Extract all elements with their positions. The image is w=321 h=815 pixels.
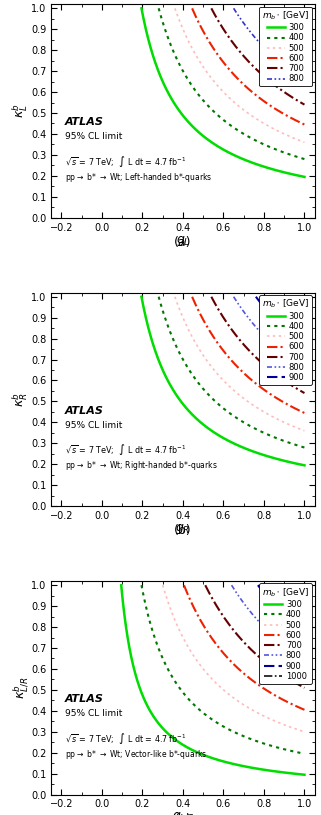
Text: (a): (a) bbox=[174, 236, 192, 249]
Legend: 300, 400, 500, 600, 700, 800, 900: 300, 400, 500, 600, 700, 800, 900 bbox=[259, 295, 312, 385]
Text: ATLAS: ATLAS bbox=[65, 117, 103, 127]
Text: ATLAS: ATLAS bbox=[65, 406, 103, 416]
Y-axis label: $\kappa_{L/R}^b$: $\kappa_{L/R}^b$ bbox=[11, 676, 30, 699]
Text: 95% CL limit: 95% CL limit bbox=[65, 421, 122, 430]
Text: pp$\rightarrow$ b* $\rightarrow$ Wt; Left-handed b*-quarks: pp$\rightarrow$ b* $\rightarrow$ Wt; Lef… bbox=[65, 170, 212, 183]
X-axis label: $g_L$: $g_L$ bbox=[176, 234, 190, 248]
X-axis label: $g_R$: $g_R$ bbox=[175, 522, 191, 536]
Text: pp$\rightarrow$ b* $\rightarrow$ Wt; Vector-like b*-quarks: pp$\rightarrow$ b* $\rightarrow$ Wt; Vec… bbox=[65, 747, 207, 760]
Legend: 300, 400, 500, 600, 700, 800: 300, 400, 500, 600, 700, 800 bbox=[259, 7, 312, 86]
Text: 95% CL limit: 95% CL limit bbox=[65, 132, 122, 141]
Text: $\sqrt{s}$ = 7 TeV;  $\int$ L dt = 4.7 fb$^{-1}$: $\sqrt{s}$ = 7 TeV; $\int$ L dt = 4.7 fb… bbox=[65, 730, 186, 746]
Text: 95% CL limit: 95% CL limit bbox=[65, 709, 122, 718]
Text: $\sqrt{s}$ = 7 TeV;  $\int$ L dt = 4.7 fb$^{-1}$: $\sqrt{s}$ = 7 TeV; $\int$ L dt = 4.7 fb… bbox=[65, 154, 186, 169]
Text: (b): (b) bbox=[174, 524, 192, 537]
X-axis label: $g_{L/R}$: $g_{L/R}$ bbox=[171, 811, 195, 815]
Legend: 300, 400, 500, 600, 700, 800, 900, 1000: 300, 400, 500, 600, 700, 800, 900, 1000 bbox=[259, 584, 312, 684]
Y-axis label: $\kappa_R^b$: $\kappa_R^b$ bbox=[10, 392, 30, 407]
Text: pp$\rightarrow$ b* $\rightarrow$ Wt; Right-handed b*-quarks: pp$\rightarrow$ b* $\rightarrow$ Wt; Rig… bbox=[65, 459, 217, 472]
Text: (c): (c) bbox=[175, 813, 191, 815]
Text: $\sqrt{s}$ = 7 TeV;  $\int$ L dt = 4.7 fb$^{-1}$: $\sqrt{s}$ = 7 TeV; $\int$ L dt = 4.7 fb… bbox=[65, 442, 186, 457]
Text: ATLAS: ATLAS bbox=[65, 694, 103, 704]
Y-axis label: $\kappa_L^b$: $\kappa_L^b$ bbox=[10, 104, 30, 118]
